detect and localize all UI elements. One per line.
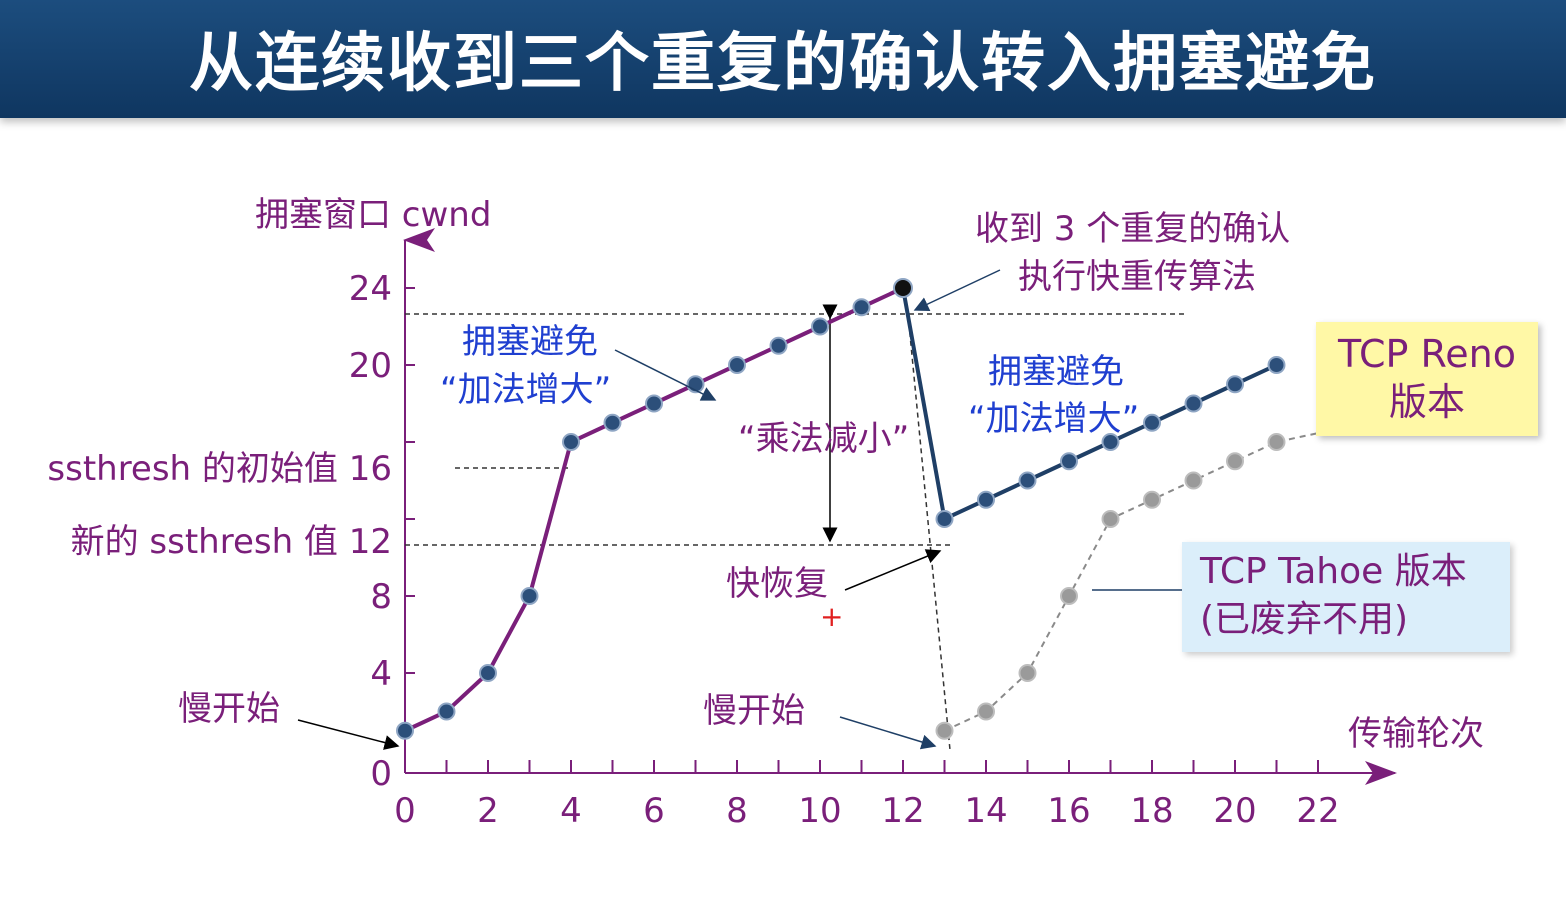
y-axis-label: 拥塞窗口 cwnd [255,195,491,235]
reno-point [1184,394,1203,413]
red-plus-mark: + [820,600,843,633]
reno-point [562,433,580,451]
slow-start-arrow-1 [297,719,400,750]
reno-point [396,721,414,740]
reno-point [728,356,746,374]
reno-point [1101,433,1120,451]
tahoe-point [1226,452,1244,471]
x-tick-label: 12 [881,791,924,831]
tahoe-point [1184,471,1203,490]
ssthresh-new-label: 新的 ssthresh 值 12 [71,522,392,562]
x-tick-label: 16 [1047,791,1090,831]
tahoe-point [977,702,995,721]
ca-arrow-1 [614,349,717,401]
reno-label-box: TCP Reno 版本 [1316,322,1538,436]
mult-decrease-label: “乘法减小” [738,419,909,459]
tahoe-label-line2: (已废弃不用) [1200,599,1409,640]
reno-point [977,490,995,509]
x-axis-label: 传输轮次 [1348,714,1484,754]
reno-point [1267,356,1286,374]
tahoe-point [1060,587,1078,605]
x-tick-label: 14 [964,791,1007,831]
three-dup-arrow [913,269,1001,312]
tahoe-label-box: TCP Tahoe 版本 (已废弃不用) [1182,542,1510,652]
reno-peak-point [893,278,913,298]
reno-point [520,587,539,605]
fast-recovery-label: 快恢复 [726,564,828,604]
ca-label-1-line2: “加法增大” [440,370,611,410]
slow-start-label-2: 慢开始 [703,691,805,731]
x-tick-label: 20 [1213,791,1256,831]
slow-start-arrow-2 [839,716,937,750]
x-tick-label: 8 [726,791,748,831]
fast-recovery-arrow [844,549,942,591]
tahoe-point [935,721,954,740]
reno-point [645,394,663,413]
drop-dashed-line [907,313,951,751]
y-tick-label: 8 [370,577,392,617]
tahoe-point [1267,433,1286,451]
tahoe-label-line1: TCP Tahoe 版本 [1200,551,1467,592]
tahoe-point [1101,510,1120,528]
x-tick-label: 10 [798,791,841,831]
x-tick-label: 6 [643,791,665,831]
three-dup-label-line1: 收到 3 个重复的确认 [975,209,1290,249]
x-tick-label: 4 [560,791,582,831]
x-tick-label: 2 [477,791,499,831]
reno-point [935,510,954,528]
tahoe-line [944,429,1331,732]
reno-label-line2: 版本 [1388,380,1465,424]
tahoe-point [1143,490,1161,509]
page-title: 从连续收到三个重复的确认转入拥塞避免 [189,27,1377,101]
ssthresh-initial-label: ssthresh 的初始值 16 [47,449,392,489]
x-tick-label: 0 [394,791,416,831]
y-tick-label: 4 [370,654,392,694]
reno-point [1143,413,1161,432]
y-tick-label: 0 [370,754,392,794]
y-tick-label: 24 [349,269,392,309]
x-tick-label: 22 [1296,791,1339,831]
reno-point [852,298,871,317]
three-dup-label-line2: 执行快重传算法 [1018,257,1256,297]
reno-point [603,413,622,432]
tahoe-point [1018,664,1037,682]
reno-point [479,664,497,682]
reno-point [1018,471,1037,490]
reno-point [1060,452,1078,471]
y-tick-label: 20 [349,346,392,386]
reno-point [769,336,788,355]
reno-line-fast-recovery-ca [901,287,1278,522]
reno-point [811,317,829,336]
ca-label-2-line2: “加法增大” [968,399,1139,439]
reno-point [1226,375,1244,394]
slow-start-label-1: 慢开始 [178,689,280,729]
x-tick-label: 18 [1130,791,1173,831]
ca-label-2-line1: 拥塞避免 [988,352,1124,392]
reno-point [437,702,456,721]
ca-label-1-line1: 拥塞避免 [462,322,598,362]
reno-label-line1: TCP Reno [1338,332,1516,376]
title-bar: 从连续收到三个重复的确认转入拥塞避免 [0,0,1566,118]
